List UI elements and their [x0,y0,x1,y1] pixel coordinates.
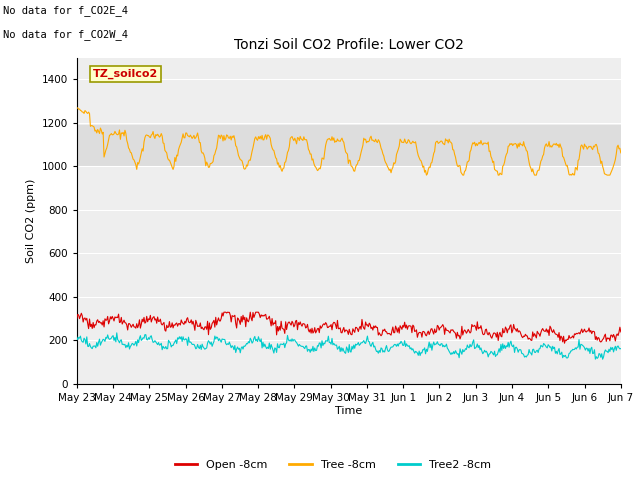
Tree2 -8cm [599,356,607,362]
Tree -8cm [319,156,327,161]
Tree2 -8cm [73,334,81,340]
Tree2 -8cm [113,330,120,336]
Open -8cm [437,324,445,330]
Line: Open -8cm: Open -8cm [77,312,621,343]
Text: No data for f_CO2W_4: No data for f_CO2W_4 [3,29,128,40]
Tree -8cm [169,167,177,172]
Legend: Open -8cm, Tree -8cm, Tree2 -8cm: Open -8cm, Tree -8cm, Tree2 -8cm [170,456,495,474]
Tree2 -8cm [320,340,328,346]
Tree2 -8cm [214,335,221,340]
Bar [77,125,621,167]
Tree2 -8cm [394,343,402,349]
Tree -8cm [422,172,430,178]
Tree2 -8cm [617,346,625,351]
Tree2 -8cm [483,350,491,356]
Tree -8cm [213,145,221,151]
Line: Tree2 -8cm: Tree2 -8cm [77,333,621,359]
Title: Tonzi Soil CO2 Profile: Lower CO2: Tonzi Soil CO2 Profile: Lower CO2 [234,38,464,52]
Line: Tree -8cm: Tree -8cm [77,108,621,175]
Open -8cm [617,329,625,335]
Tree -8cm [437,138,445,144]
Open -8cm [483,331,491,336]
Tree -8cm [483,141,491,147]
Open -8cm [320,321,328,327]
Open -8cm [169,325,177,331]
Y-axis label: Soil CO2 (ppm): Soil CO2 (ppm) [26,179,36,263]
Open -8cm [213,322,221,328]
Tree2 -8cm [437,341,445,347]
Tree -8cm [394,149,401,155]
Text: No data for f_CO2E_4: No data for f_CO2E_4 [3,5,128,16]
Tree -8cm [617,150,625,156]
Open -8cm [561,340,568,346]
Open -8cm [73,316,81,322]
Tree2 -8cm [170,340,178,346]
Tree -8cm [73,105,81,111]
X-axis label: Time: Time [335,406,362,416]
Text: TZ_soilco2: TZ_soilco2 [93,69,158,79]
Open -8cm [220,309,228,315]
Open -8cm [394,325,402,331]
